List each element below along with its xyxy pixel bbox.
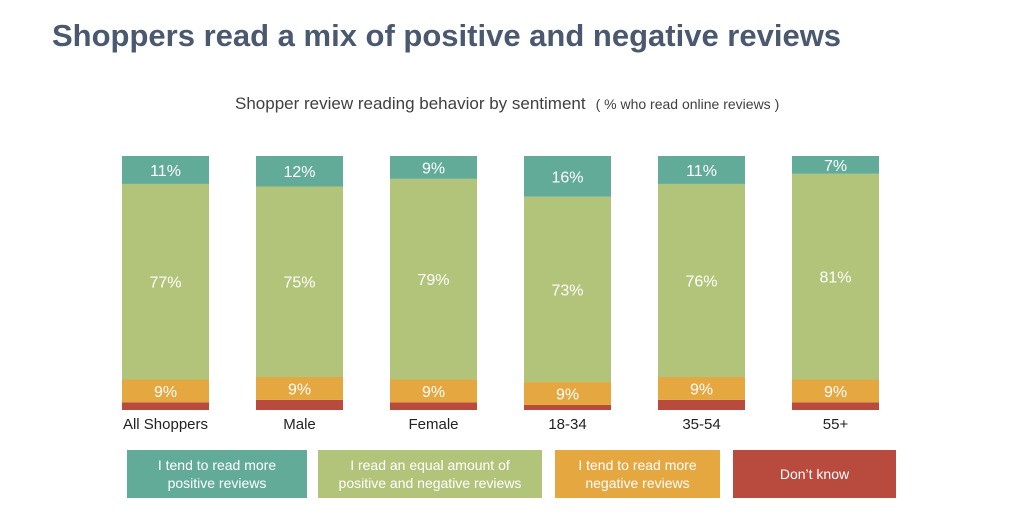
bar-segment-4-1 xyxy=(524,404,611,410)
bar-segment-5-1 xyxy=(658,399,745,410)
bar-segment-3-1 xyxy=(390,402,477,410)
bar-segment-1-1 xyxy=(122,402,209,410)
stacked-bar-chart: 9% 77% 11% All Shoppers 9% 75% 12% Male 9% 79% 9% F… xyxy=(122,156,879,433)
bar-segment-6-3 xyxy=(792,173,879,380)
bar-segment-2-4 xyxy=(256,156,343,187)
page-headline: Shoppers read a mix of positive and nega… xyxy=(52,18,842,53)
bar-segment-3-3 xyxy=(390,178,477,380)
data-label-5-4: 11% xyxy=(686,163,717,180)
category-label-1: All Shoppers xyxy=(123,416,208,433)
category-label-2: Male xyxy=(283,416,316,433)
legend-label-positive: I tend to read more positive reviews xyxy=(157,457,277,491)
data-label-3-2: 9% xyxy=(422,384,445,401)
data-label-6-2: 9% xyxy=(824,384,847,401)
data-label-6-4: 7% xyxy=(824,158,847,175)
data-label-1-4: 11% xyxy=(150,163,181,180)
legend-positive: I tend to read more positive reviews xyxy=(127,450,307,498)
bar-segment-4-3 xyxy=(524,196,611,383)
bar-segment-5-3 xyxy=(658,183,745,377)
category-label-6: 55+ xyxy=(823,416,849,433)
data-label-6-3: 81% xyxy=(819,270,851,287)
data-label-2-3: 75% xyxy=(283,275,315,292)
bar-segment-1-4 xyxy=(122,156,209,184)
bar-segment-5-4 xyxy=(658,156,745,184)
chart-note: ( % who read online reviews ) xyxy=(595,96,780,112)
chart-title: Shopper review reading behavior by senti… xyxy=(235,94,586,113)
bar-segment-4-2 xyxy=(524,382,611,405)
bar-segment-2-1 xyxy=(256,399,343,410)
bar-segment-4-4 xyxy=(524,156,611,197)
data-label-4-4: 16% xyxy=(551,169,583,186)
category-label-3: Female xyxy=(408,416,458,433)
legend-negative: I tend to read more negative reviews xyxy=(555,450,720,498)
bar-segment-1-3 xyxy=(122,183,209,380)
legend-label-equal: I read an equal amount of positive and n… xyxy=(338,457,522,491)
legend-label-dont-know: Don’t know xyxy=(779,466,850,482)
bar-segment-3-2 xyxy=(390,379,477,403)
category-label-4: 18-34 xyxy=(548,416,586,433)
legend-dont-know: Don’t know xyxy=(733,450,896,498)
data-label-2-4: 12% xyxy=(283,164,315,181)
data-label-4-3: 73% xyxy=(551,282,583,299)
data-label-3-4: 9% xyxy=(422,160,445,177)
data-label-1-2: 9% xyxy=(154,384,177,401)
bar-segment-6-1 xyxy=(792,402,879,410)
bar-segment-2-2 xyxy=(256,376,343,400)
data-label-1-3: 77% xyxy=(149,275,181,292)
data-label-2-2: 9% xyxy=(288,381,311,398)
data-label-5-2: 9% xyxy=(690,381,713,398)
category-label-5: 35-54 xyxy=(682,416,720,433)
chart-subtitle: Shopper review reading behavior by senti… xyxy=(235,94,779,114)
bar-segment-5-2 xyxy=(658,376,745,400)
legend-equal: I read an equal amount of positive and n… xyxy=(318,450,542,498)
bar-segment-6-4 xyxy=(792,156,879,174)
bar-segment-6-2 xyxy=(792,379,879,403)
bar-segment-3-4 xyxy=(390,156,477,179)
bar-segment-1-2 xyxy=(122,379,209,403)
bar-segment-2-3 xyxy=(256,186,343,377)
data-label-5-3: 76% xyxy=(685,273,717,290)
data-label-3-3: 79% xyxy=(417,272,449,289)
data-label-4-2: 9% xyxy=(556,386,579,403)
legend-label-negative: I tend to read more negative reviews xyxy=(578,457,697,491)
